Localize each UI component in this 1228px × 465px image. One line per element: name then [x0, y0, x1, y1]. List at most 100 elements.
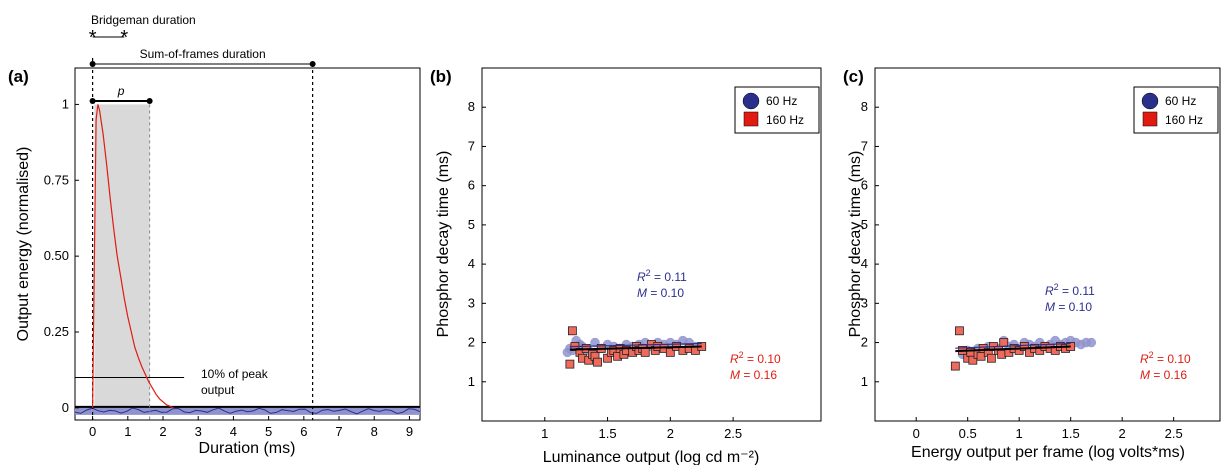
panel-a-label: (a) [8, 67, 29, 86]
data-point-160hz [593, 357, 602, 367]
data-point-160hz [999, 338, 1009, 347]
legend-label-160hz: 160 Hz [1165, 113, 1203, 127]
panel-c-xlabel: Energy output per frame (log volts*ms) [911, 444, 1185, 461]
data-point-160hz [986, 353, 996, 363]
stats-160hz-r2: R2 = 0.10 [1140, 350, 1191, 366]
x-tick-label: 4 [230, 424, 237, 439]
y-tick-label: 1 [861, 374, 868, 389]
x-tick-label: 2.5 [724, 426, 742, 441]
sum-of-frames-end-dot [309, 61, 316, 67]
x-tick-label: 6 [300, 424, 307, 439]
stats-60hz-m: M = 0.10 [637, 286, 684, 300]
stats-160hz-r2: R2 = 0.10 [730, 350, 781, 366]
legend-label-160hz: 160 Hz [766, 113, 804, 127]
panel-a-xlabel: Duration (ms) [199, 440, 296, 457]
baseline-band [75, 406, 420, 415]
y-tick-label: 1 [62, 96, 69, 111]
panel-c-ylabel: Phosphor decay time (ms) [847, 151, 864, 338]
x-tick-label: 0 [913, 426, 920, 441]
p-start-dot [89, 98, 96, 104]
ten-percent-label-line1: 10% of peak [201, 367, 269, 381]
x-tick-label: 3 [195, 424, 202, 439]
data-point-160hz [976, 351, 986, 361]
data-point-160hz [950, 361, 960, 371]
shaded-region [94, 104, 150, 408]
data-point-60hz [1086, 337, 1097, 348]
y-tick-label: 0.75 [44, 172, 69, 187]
bridgeman-star-marker: * [89, 27, 97, 49]
legend-marker-160hz [1142, 111, 1158, 127]
panel-a: (a) 0 1 2 3 4 5 6 7 8 9 0 0.25 0.50 0.75 1 Bridgeman … [8, 13, 421, 457]
x-tick-label: 0.5 [959, 426, 977, 441]
y-tick-label: 8 [861, 99, 868, 114]
y-tick-label: 5 [468, 217, 475, 232]
y-tick-label: 3 [861, 295, 868, 310]
legend-marker-60hz [742, 92, 760, 110]
bridgeman-star-marker: * [120, 27, 128, 49]
y-tick-label: 4 [468, 256, 475, 271]
x-tick-label: 0 [89, 424, 96, 439]
data-point-160hz [640, 347, 650, 357]
legend-marker-60hz [1141, 92, 1159, 110]
sum-of-frames-start-dot [89, 61, 96, 67]
y-tick-label: 6 [468, 178, 475, 193]
stats-60hz-r2: R2 = 0.11 [1045, 282, 1095, 298]
data-point-160hz [665, 347, 675, 357]
y-tick-label: 7 [468, 138, 475, 153]
sum-of-frames-label: Sum-of-frames duration [140, 47, 266, 61]
x-tick-label: 1 [1016, 426, 1023, 441]
y-tick-label: 6 [861, 178, 868, 193]
decay-curve [92, 104, 174, 409]
x-tick-label: 2 [667, 426, 674, 441]
y-tick-label: 5 [861, 217, 868, 232]
fit-line-160hz [569, 345, 702, 351]
data-point-160hz [955, 326, 964, 336]
p-end-dot [146, 98, 153, 104]
panel-b-frame [481, 67, 822, 422]
y-tick-label: 0 [62, 400, 69, 415]
bridgeman-label: Bridgeman duration [91, 13, 196, 27]
x-tick-label: 9 [406, 424, 413, 439]
x-tick-label: 2.5 [1165, 426, 1183, 441]
x-tick-label: 1.5 [1062, 426, 1080, 441]
panel-a-ylabel: Output energy (normalised) [15, 147, 32, 342]
data-point-160hz [568, 326, 577, 336]
x-tick-label: 2 [1119, 426, 1126, 441]
stats-160hz-m: M = 0.16 [730, 368, 777, 382]
y-tick-label: 2 [861, 335, 868, 350]
fit-line-60hz [955, 342, 1071, 349]
stats-160hz-m: M = 0.16 [1140, 368, 1187, 382]
data-point-160hz [997, 349, 1007, 359]
fit-line-160hz [955, 345, 1071, 353]
y-tick-label: 3 [468, 295, 475, 310]
baseline-noise [74, 407, 421, 415]
y-tick-label: 0.50 [44, 248, 69, 263]
data-point-160hz [1019, 342, 1029, 351]
x-tick-label: 1 [124, 424, 131, 439]
x-tick-label: 2 [159, 424, 166, 439]
data-point-160hz [565, 359, 575, 369]
x-tick-label: 8 [371, 424, 378, 439]
x-tick-label: 5 [265, 424, 272, 439]
legend-label-60hz: 60 Hz [766, 94, 797, 108]
fit-line-60hz [569, 342, 702, 348]
legend-marker-160hz [743, 111, 759, 127]
ten-percent-label-line2: output [201, 383, 235, 397]
panel-c: (c) 0 0.5 1 1.5 2 2.5 1 2 3 4 5 6 7 8 60 Hz 160 Hz R2… [843, 67, 1221, 461]
panel-b-xlabel: Luminance output (log cd m⁻²) [543, 449, 760, 465]
stats-60hz-r2: R2 = 0.11 [637, 268, 687, 284]
panel-b-label: (b) [430, 67, 452, 86]
panel-b-ylabel: Phosphor decay time (ms) [435, 151, 452, 338]
x-tick-label: 7 [335, 424, 342, 439]
y-tick-label: 0.25 [44, 324, 69, 339]
y-tick-label: 7 [861, 138, 868, 153]
stats-60hz-m: M = 0.10 [1045, 300, 1092, 314]
y-tick-label: 4 [861, 256, 868, 271]
y-tick-label: 1 [468, 374, 475, 389]
p-label: p [117, 84, 125, 98]
y-tick-label: 2 [468, 335, 475, 350]
x-tick-label: 1.5 [599, 426, 617, 441]
y-tick-label: 8 [468, 99, 475, 114]
panel-c-frame [874, 67, 1221, 422]
